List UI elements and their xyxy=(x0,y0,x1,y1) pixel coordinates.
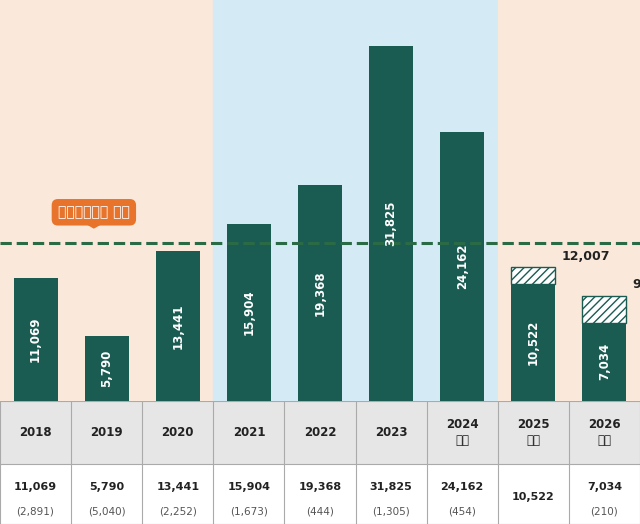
Text: 10,522: 10,522 xyxy=(512,492,555,502)
FancyBboxPatch shape xyxy=(427,401,498,464)
FancyBboxPatch shape xyxy=(498,401,569,464)
Bar xyxy=(498,0,640,401)
Text: 12,007: 12,007 xyxy=(561,250,609,263)
Text: 2025
예정: 2025 예정 xyxy=(517,418,550,447)
Bar xyxy=(582,296,627,323)
Text: 2026
예정: 2026 예정 xyxy=(588,418,621,447)
FancyBboxPatch shape xyxy=(569,401,640,464)
Bar xyxy=(0,0,213,401)
Text: 15,904: 15,904 xyxy=(227,482,270,492)
Text: 11,069: 11,069 xyxy=(14,482,57,492)
FancyBboxPatch shape xyxy=(0,401,71,464)
Bar xyxy=(369,47,413,401)
FancyBboxPatch shape xyxy=(284,401,356,464)
Bar xyxy=(213,0,498,401)
FancyBboxPatch shape xyxy=(142,401,213,464)
Text: 15,904: 15,904 xyxy=(243,289,255,335)
Bar xyxy=(440,132,484,401)
FancyBboxPatch shape xyxy=(213,401,284,464)
Text: 10,522: 10,522 xyxy=(527,320,540,365)
Text: 9,461: 9,461 xyxy=(632,278,640,291)
Polygon shape xyxy=(78,219,109,228)
Text: 7,034: 7,034 xyxy=(598,343,611,380)
Bar xyxy=(13,278,58,401)
Bar xyxy=(582,323,627,401)
Text: 31,825: 31,825 xyxy=(370,482,413,492)
Text: 2022: 2022 xyxy=(304,426,336,439)
Text: 2019: 2019 xyxy=(90,426,123,439)
FancyBboxPatch shape xyxy=(71,401,142,464)
Text: 19,368: 19,368 xyxy=(314,270,326,316)
Text: (1,673): (1,673) xyxy=(230,507,268,517)
Text: 19,368: 19,368 xyxy=(298,482,342,492)
Text: 2024
예정: 2024 예정 xyxy=(446,418,479,447)
Bar xyxy=(84,336,129,401)
Bar xyxy=(227,224,271,401)
FancyBboxPatch shape xyxy=(356,401,427,464)
Text: 5,790: 5,790 xyxy=(100,350,113,387)
Text: 2021: 2021 xyxy=(232,426,265,439)
Text: 2020: 2020 xyxy=(161,426,194,439)
Bar xyxy=(511,267,556,283)
Text: 13,441: 13,441 xyxy=(156,482,199,492)
Bar xyxy=(511,283,556,401)
Text: (2,252): (2,252) xyxy=(159,507,196,517)
Text: 2023: 2023 xyxy=(375,426,408,439)
Text: 31,825: 31,825 xyxy=(385,201,397,246)
Text: 11,069: 11,069 xyxy=(29,316,42,362)
Text: (5,040): (5,040) xyxy=(88,507,125,517)
Text: (2,891): (2,891) xyxy=(17,507,54,517)
Text: (210): (210) xyxy=(591,507,618,517)
Text: 평균입주대비 부족: 평균입주대비 부족 xyxy=(58,205,130,219)
Text: 24,162: 24,162 xyxy=(456,244,468,289)
Text: (444): (444) xyxy=(306,507,334,517)
Text: 13,441: 13,441 xyxy=(172,303,184,349)
Text: 7,034: 7,034 xyxy=(587,482,622,492)
Text: 2018: 2018 xyxy=(19,426,52,439)
Bar xyxy=(156,251,200,401)
Text: (1,305): (1,305) xyxy=(372,507,410,517)
Bar xyxy=(298,185,342,401)
Text: 5,790: 5,790 xyxy=(89,482,124,492)
Text: 24,162: 24,162 xyxy=(440,482,484,492)
Text: (454): (454) xyxy=(448,507,476,517)
